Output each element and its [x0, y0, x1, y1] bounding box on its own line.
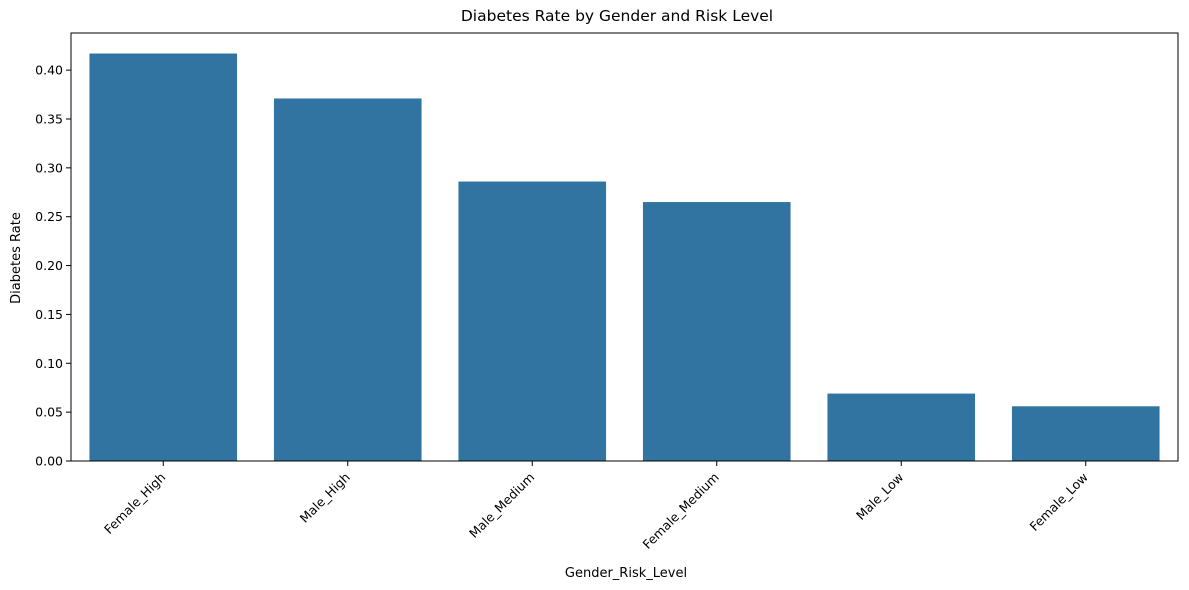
plot-area	[70, 32, 1179, 462]
y-tick-label: 0.20	[35, 258, 63, 273]
chart-title: Diabetes Rate by Gender and Risk Level	[461, 7, 773, 25]
bar-female-medium	[642, 202, 791, 462]
y-tick-label: 0.10	[35, 356, 63, 371]
bar-male-high	[273, 98, 422, 461]
x-tick-label: Male_Medium	[466, 470, 537, 541]
x-tick-label: Female_Medium	[640, 470, 722, 552]
y-tick-label: 0.35	[35, 111, 63, 126]
y-tick-label: 0.15	[35, 307, 63, 322]
y-tick-label: 0.40	[35, 63, 63, 78]
x-axis-label: Gender_Risk_Level	[565, 566, 687, 581]
y-axis: 0.00 0.05 0.10 0.15 0.20 0.25 0.30 0.35 0.40	[35, 63, 71, 469]
y-tick-label: 0.25	[35, 209, 63, 224]
bar-female-high	[89, 53, 238, 462]
bar-male-low	[827, 393, 976, 461]
y-tick-label: 0.00	[35, 454, 63, 469]
x-tick-label: Male_High	[297, 470, 353, 526]
bar-female-low	[1011, 406, 1160, 461]
x-tick-label: Male_Low	[853, 470, 906, 523]
y-axis-label: Diabetes Rate	[9, 212, 24, 304]
y-tick-label: 0.05	[35, 405, 63, 420]
x-tick-label: Female_High	[101, 470, 168, 537]
plot-frame	[70, 32, 1179, 462]
x-tick-label: Female_Low	[1026, 470, 1090, 534]
x-axis: Female_High Male_High Male_Medium Female_Me…	[101, 461, 1091, 552]
bar-male-medium	[458, 181, 607, 461]
y-tick-label: 0.30	[35, 160, 63, 175]
